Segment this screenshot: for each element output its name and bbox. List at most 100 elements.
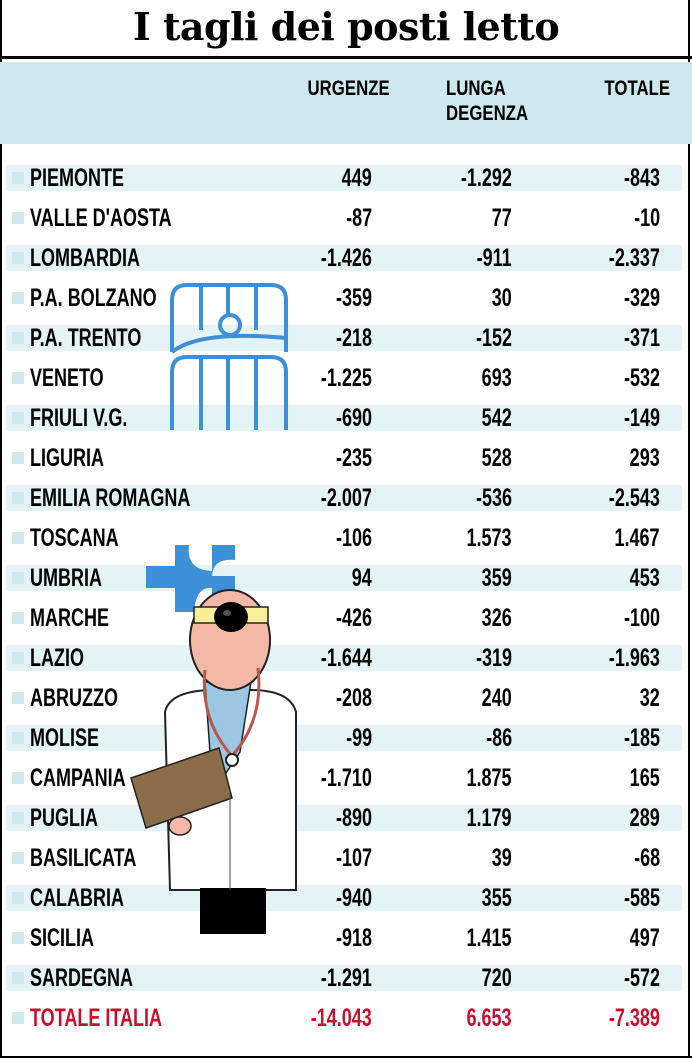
table-row: FRIULI V.G. -690 542 -149: [6, 405, 682, 431]
cell-urgenze: -359: [335, 284, 372, 312]
cell-urgenze: -918: [335, 924, 372, 952]
cell-lunga-degenza: -1.292: [460, 164, 512, 192]
table-row: VALLE D'AOSTA -87 77 -10: [6, 205, 682, 231]
cell-lunga-degenza: 359: [481, 564, 512, 592]
region-name: SARDEGNA: [30, 964, 134, 992]
row-bullet: [12, 612, 24, 624]
row-bullet: [12, 212, 24, 224]
region-name: BASILICATA: [30, 844, 137, 872]
cell-urgenze: -690: [335, 404, 372, 432]
cell-totale: 32: [639, 684, 660, 712]
table-row: SARDEGNA -1.291 720 -572: [6, 965, 682, 991]
row-bullet: [12, 932, 24, 944]
row-bullet: [12, 532, 24, 544]
region-name: P.A. BOLZANO: [30, 284, 157, 312]
row-bullet: [12, 252, 24, 264]
cell-totale: -1.963: [608, 644, 660, 672]
row-bullet: [12, 172, 24, 184]
table-row-total: TOTALE ITALIA -14.043 6.653 -7.389: [6, 1005, 682, 1031]
cell-lunga-degenza: 693: [481, 364, 512, 392]
region-name: MOLISE: [30, 724, 100, 752]
cell-totale: 165: [629, 764, 660, 792]
cell-totale: 293: [629, 444, 660, 472]
region-name: MARCHE: [30, 604, 109, 632]
cell-totale: -2.337: [608, 244, 660, 272]
column-header-totale: TOTALE: [604, 77, 670, 100]
cell-totale: -100: [623, 604, 660, 632]
table-row: PUGLIA -890 1.179 289: [6, 805, 682, 831]
cell-lunga-degenza: 542: [481, 404, 512, 432]
cell-urgenze: -1.225: [320, 364, 372, 392]
column-header-urgenze: URGENZE: [307, 77, 390, 100]
row-bullet: [12, 692, 24, 704]
cell-lunga-degenza: 355: [481, 884, 512, 912]
row-bullet: [12, 572, 24, 584]
cell-urgenze: -426: [335, 604, 372, 632]
cell-totale: -149: [623, 404, 660, 432]
cell-urgenze: -107: [335, 844, 372, 872]
region-name: LAZIO: [30, 644, 84, 672]
region-name: CALABRIA: [30, 884, 124, 912]
region-name: TOTALE ITALIA: [30, 1004, 162, 1032]
row-bullet: [12, 372, 24, 384]
table-row: CALABRIA -940 355 -585: [6, 885, 682, 911]
region-name: FRIULI V.G.: [30, 404, 128, 432]
cell-totale: -572: [623, 964, 660, 992]
region-name: LIGURIA: [30, 444, 105, 472]
cell-totale: -185: [623, 724, 660, 752]
table-row: UMBRIA 94 359 453: [6, 565, 682, 591]
region-name: EMILIA ROMAGNA: [30, 484, 191, 512]
row-bullet: [12, 852, 24, 864]
cell-urgenze: -1.644: [320, 644, 372, 672]
cell-urgenze: -940: [335, 884, 372, 912]
row-bullet: [12, 292, 24, 304]
cell-totale: -329: [623, 284, 660, 312]
cell-lunga-degenza: -536: [475, 484, 512, 512]
cell-totale: -7.389: [608, 1004, 660, 1032]
table-row: PIEMONTE 449 -1.292 -843: [6, 165, 682, 191]
table-row: MOLISE -99 -86 -185: [6, 725, 682, 751]
cell-lunga-degenza: -319: [475, 644, 512, 672]
table-row: LOMBARDIA -1.426 -911 -2.337: [6, 245, 682, 271]
cell-lunga-degenza: 1.573: [466, 524, 512, 552]
table-row: ABRUZZO -208 240 32: [6, 685, 682, 711]
row-bullet: [12, 452, 24, 464]
cell-totale: -843: [623, 164, 660, 192]
region-name: SICILIA: [30, 924, 95, 952]
table-row: SICILIA -918 1.415 497: [6, 925, 682, 951]
cell-totale: -10: [633, 204, 660, 232]
table-row: BASILICATA -107 39 -68: [6, 845, 682, 871]
cell-lunga-degenza: -152: [475, 324, 512, 352]
row-bullet: [12, 892, 24, 904]
region-name: UMBRIA: [30, 564, 102, 592]
row-bullet: [12, 412, 24, 424]
cell-totale: -532: [623, 364, 660, 392]
row-bullet: [12, 772, 24, 784]
table-header: URGENZE LUNGA DEGENZA TOTALE: [0, 62, 692, 144]
cell-urgenze: -208: [335, 684, 372, 712]
cell-urgenze: -99: [345, 724, 372, 752]
cell-urgenze: -87: [345, 204, 372, 232]
table-row: CAMPANIA -1.710 1.875 165: [6, 765, 682, 791]
row-bullet: [12, 332, 24, 344]
row-bullet: [12, 812, 24, 824]
cell-lunga-degenza: -86: [485, 724, 512, 752]
table-row: EMILIA ROMAGNA -2.007 -536 -2.543: [6, 485, 682, 511]
cell-urgenze: -1.426: [320, 244, 372, 272]
table-row: LIGURIA -235 528 293: [6, 445, 682, 471]
bottom-rule: [0, 1056, 692, 1058]
cell-totale: -68: [633, 844, 660, 872]
cell-totale: -2.543: [608, 484, 660, 512]
cell-lunga-degenza: 720: [481, 964, 512, 992]
column-header-lunga-line1: LUNGA: [446, 77, 506, 100]
region-name: P.A. TRENTO: [30, 324, 142, 352]
row-bullet: [12, 732, 24, 744]
table-row: TOSCANA -106 1.573 1.467: [6, 525, 682, 551]
cell-urgenze: -1.710: [320, 764, 372, 792]
cell-totale: -585: [623, 884, 660, 912]
cell-lunga-degenza: 6.653: [466, 1004, 512, 1032]
cell-totale: -371: [623, 324, 660, 352]
table-row: P.A. TRENTO -218 -152 -371: [6, 325, 682, 351]
region-name: VALLE D'AOSTA: [30, 204, 172, 232]
